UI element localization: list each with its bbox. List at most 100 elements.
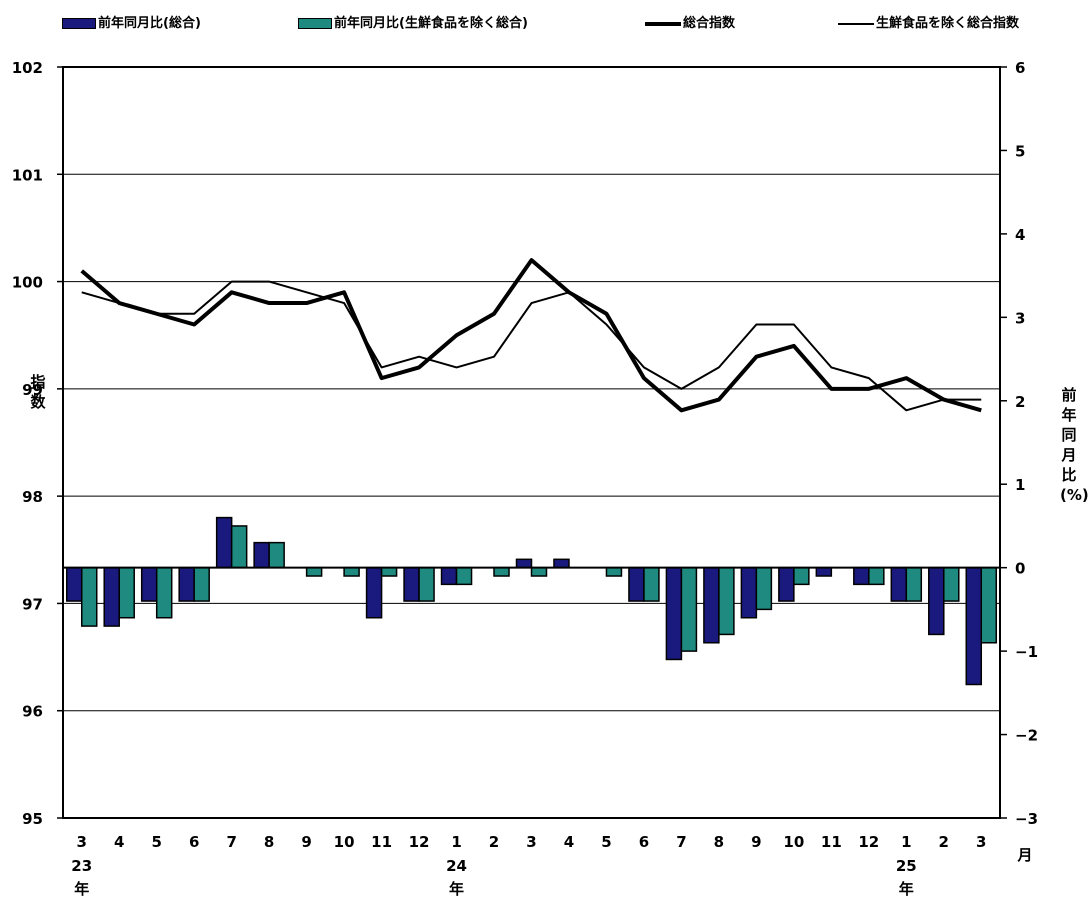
x-tick-label: 1 — [901, 833, 911, 851]
bar-yoy-total — [65, 566, 83, 602]
bar-yoy-core — [755, 566, 773, 611]
x-tick-label: 6 — [189, 833, 199, 851]
bar-yoy-total — [365, 566, 383, 619]
line-index-core — [81, 280, 982, 412]
legend-item-index-core: 生鮮食品を除く総合指数 — [838, 12, 1019, 31]
left-tick-label: 96 — [22, 703, 43, 721]
legend-swatch-teal — [298, 18, 332, 29]
x-tick-label: 12 — [409, 833, 430, 851]
line-index-total — [80, 258, 982, 413]
gridlines — [63, 173, 1000, 712]
year-label: 24 — [446, 857, 467, 875]
bar-yoy-total — [215, 516, 233, 569]
legend-label: 生鮮食品を除く総合指数 — [876, 16, 1020, 31]
x-tick-label: 7 — [676, 833, 686, 851]
bar-yoy-total — [853, 566, 870, 586]
lines-layer — [80, 258, 982, 413]
bar-yoy-core — [605, 566, 623, 577]
bar-yoy-core — [530, 566, 548, 577]
bar-yoy-core — [718, 566, 735, 636]
left-tick-label: 97 — [22, 595, 43, 613]
left-tick-label: 100 — [12, 274, 43, 292]
bar-yoy-core — [418, 566, 435, 602]
x-tick-label: 5 — [151, 833, 161, 851]
x-tick-label: 9 — [751, 833, 761, 851]
bar-yoy-total — [440, 566, 458, 586]
bar-yoy-core — [80, 566, 98, 627]
bar-yoy-core — [455, 566, 473, 586]
x-tick-label: 4 — [114, 833, 124, 851]
bar-yoy-core — [230, 525, 248, 569]
bar-yoy-core — [118, 566, 135, 619]
bar-yoy-total — [178, 566, 195, 602]
x-tick-label: 11 — [371, 833, 392, 851]
x-tick-label: 10 — [334, 833, 355, 851]
left-tick-label: 101 — [12, 166, 43, 184]
bar-yoy-total — [403, 566, 420, 602]
right-tick-label: 2 — [1015, 393, 1025, 411]
x-tick-label: 3 — [526, 833, 536, 851]
bar-yoy-total — [965, 566, 983, 686]
bar-yoy-core — [343, 566, 360, 577]
x-tick-label: 9 — [301, 833, 311, 851]
legend-label: 総合指数 — [683, 16, 736, 31]
bar-yoy-core — [793, 566, 810, 586]
legend-swatch-thin-line — [838, 22, 874, 25]
left-tick-label: 99 — [22, 381, 43, 399]
legend-label: 前年同月比(生鮮食品を除く総合) — [334, 16, 528, 31]
bar-yoy-total — [778, 566, 795, 602]
bar-yoy-core — [155, 566, 173, 619]
bar-yoy-total — [703, 566, 720, 644]
x-tick-label: 11 — [821, 833, 842, 851]
legend-item-index-total: 総合指数 — [645, 12, 735, 31]
year-unit-label: 年 — [449, 880, 464, 897]
x-tick-label: 3 — [77, 833, 87, 851]
x-tick-label: 8 — [714, 833, 724, 851]
right-tick-label: 5 — [1015, 142, 1025, 160]
bar-yoy-core — [193, 566, 210, 602]
bar-yoy-total — [740, 566, 758, 619]
x-tick-label: 8 — [264, 833, 274, 851]
x-tick-label: 1 — [451, 833, 461, 851]
x-tick-label: 12 — [858, 833, 879, 851]
right-tick-label: −3 — [1015, 810, 1038, 828]
bar-yoy-core — [680, 566, 698, 652]
bar-yoy-total — [890, 566, 908, 602]
right-tick-label: 6 — [1015, 59, 1025, 77]
x-tick-label: 2 — [489, 833, 499, 851]
left-axis-title: 指数 — [30, 373, 46, 411]
ticks-layer — [57, 66, 1007, 819]
bar-yoy-core — [380, 566, 398, 577]
bar-yoy-total — [515, 558, 533, 569]
bar-yoy-total — [665, 566, 683, 661]
left-tick-label: 95 — [22, 810, 43, 828]
right-tick-label: 4 — [1015, 226, 1025, 244]
bar-yoy-core — [493, 566, 510, 577]
right-tick-label: −1 — [1015, 643, 1038, 661]
x-tick-label: 5 — [601, 833, 611, 851]
bar-yoy-total — [815, 566, 833, 577]
right-tick-label: −2 — [1015, 727, 1038, 745]
right-tick-label: 1 — [1015, 476, 1025, 494]
bar-yoy-core — [868, 566, 885, 586]
right-tick-label: 3 — [1015, 309, 1025, 327]
left-tick-label: 102 — [12, 59, 43, 77]
bar-yoy-core — [943, 566, 960, 602]
x-tick-label: 4 — [564, 833, 574, 851]
x-tick-label: 6 — [639, 833, 649, 851]
x-tick-label: 3 — [976, 833, 986, 851]
bar-yoy-total — [140, 566, 158, 602]
bar-yoy-core — [905, 566, 923, 602]
bar-yoy-total — [553, 558, 570, 569]
year-label: 25 — [896, 857, 917, 875]
bar-yoy-core — [980, 566, 998, 644]
right-tick-label: 0 — [1015, 560, 1025, 578]
year-unit-label: 年 — [74, 880, 89, 897]
year-unit-label: 年 — [899, 880, 914, 897]
bar-yoy-total — [103, 566, 120, 627]
x-tick-label: 10 — [783, 833, 804, 851]
bar-yoy-total — [928, 566, 945, 636]
legend-label: 前年同月比(総合) — [98, 16, 201, 31]
